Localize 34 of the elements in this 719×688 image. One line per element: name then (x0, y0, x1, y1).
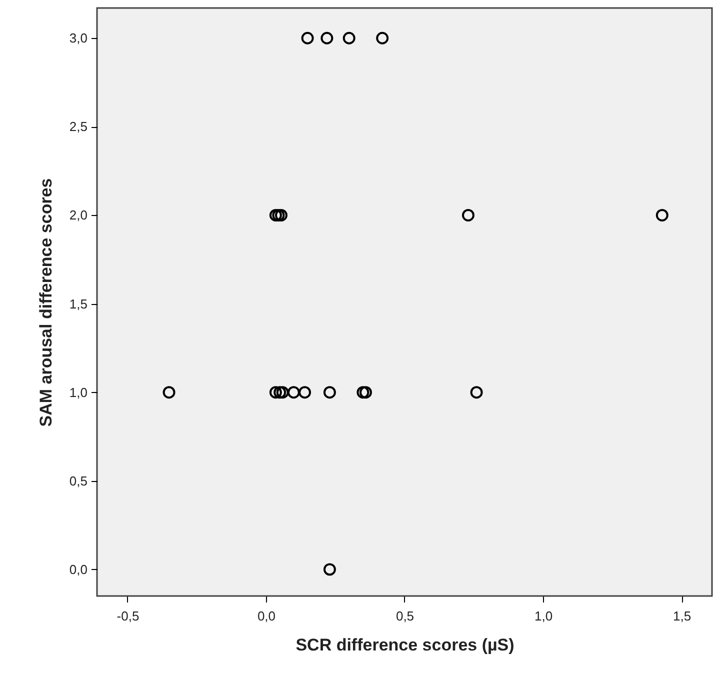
point (272, 208, 285, 222)
point (269, 386, 282, 399)
x-tick-label: 0,5 (396, 608, 414, 624)
y-tick-label: 1,5 (69, 296, 88, 312)
point (376, 32, 389, 44)
point (656, 208, 668, 222)
x-axis-title: SCR difference scores (µS) (296, 636, 514, 654)
y-axis-title: SAM arousal difference scores (36, 178, 56, 427)
point (276, 386, 289, 399)
point (323, 563, 336, 576)
point (274, 208, 288, 222)
x-tick-label: 1,0 (534, 608, 553, 624)
y-tick-label: 2,5 (69, 119, 88, 134)
point (298, 386, 312, 399)
point (287, 386, 300, 399)
point (320, 32, 334, 44)
x-tick-label: 1,5 (672, 608, 692, 624)
y-tick-label: 0,5 (69, 473, 88, 488)
point (359, 386, 372, 399)
point (462, 208, 474, 222)
point (342, 32, 356, 44)
y-tick-label: 0,0 (69, 562, 88, 577)
point (301, 32, 314, 44)
point (470, 386, 483, 399)
y-tick-label: 3,0 (69, 30, 88, 46)
point (269, 208, 282, 222)
y-tick-label: 2,0 (69, 208, 88, 223)
x-tick-label: -0,5 (116, 608, 140, 624)
y-tick-label: 1,0 (69, 384, 88, 400)
x-tick-label: 0,0 (257, 608, 276, 624)
point (274, 386, 286, 399)
point (356, 386, 370, 399)
point (162, 386, 176, 399)
point (323, 386, 336, 399)
